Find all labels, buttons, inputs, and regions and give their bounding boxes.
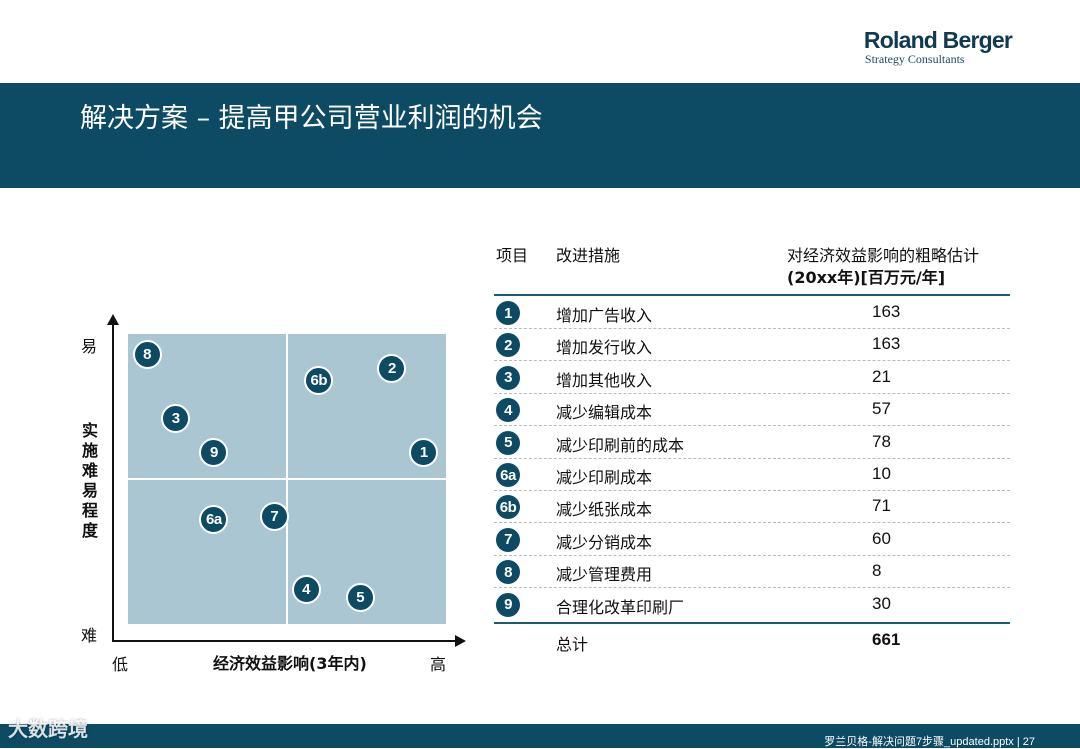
row-value: 10: [872, 464, 891, 483]
row-measure: 合理化改革印刷厂: [556, 597, 685, 617]
row-number-badge: 7: [496, 527, 520, 552]
row-value: 163: [872, 302, 901, 321]
table-row: 2 增加发行收入 163: [494, 329, 1010, 362]
row-number-badge: 6a: [496, 463, 520, 487]
table-header-impact-line2: (20xx年)[百万元/年]: [787, 268, 946, 287]
roland-berger-logo: Roland Berger Strategy Consultants: [863, 27, 1013, 66]
y-axis-title-char: 难: [81, 461, 98, 480]
x-axis-arrow: [455, 635, 466, 647]
y-axis-title-char: 度: [81, 521, 98, 540]
matrix-point-8: 8: [132, 339, 162, 369]
row-measure: 增加广告收入: [556, 306, 653, 325]
y-axis-title-char: 施: [81, 441, 98, 460]
table-row: 4 减少编辑成本 57: [494, 394, 1010, 427]
row-measure: 增加其他收入: [556, 370, 653, 390]
table-header-measure: 改进措施: [556, 246, 621, 265]
row-value: 21: [872, 366, 891, 386]
table-row: 8 减少管理费用 8: [494, 556, 1010, 589]
y-axis-low-label: 难: [81, 626, 98, 645]
y-axis-line: [112, 324, 114, 642]
row-number-badge: 2: [496, 333, 520, 358]
table-row: 3 增加其他收入 21: [494, 362, 1010, 394]
row-number-badge: 1: [496, 301, 520, 325]
matrix-point-7: 7: [259, 502, 289, 532]
logo-tagline: Strategy Consultants: [864, 52, 965, 66]
total-label: 总计: [556, 635, 589, 654]
watermark: 大数跨境: [8, 717, 88, 741]
row-measure: 减少印刷成本: [556, 468, 653, 487]
row-value: 163: [872, 334, 901, 354]
footer-band: [0, 724, 1080, 748]
row-measure: 减少分销成本: [556, 532, 653, 552]
table-row: 7 减少分销成本 60: [494, 524, 1010, 556]
matrix-point-9: 9: [199, 438, 229, 468]
row-measure: 减少纸张成本: [556, 500, 653, 520]
table-top-rule: [494, 294, 1010, 296]
matrix-point-6b: 6b: [304, 365, 334, 395]
table-header-impact-line1: 对经济效益影响的粗略估计: [787, 246, 980, 265]
slide-title: 解决方案 – 提高甲公司营业利润的机会: [80, 103, 543, 134]
x-axis-low-label: 低: [112, 655, 129, 674]
table-row: 1 增加广告收入 163: [494, 297, 1010, 329]
table-header-impact: 对经济效益影响的粗略估计 (20xx年)[百万元/年]: [787, 245, 979, 289]
row-measure: 减少编辑成本: [556, 403, 653, 423]
row-measure: 减少印刷前的成本: [556, 435, 685, 455]
table-row: 6b 减少纸张成本 71: [494, 491, 1010, 524]
quadrant-bottom-left: [128, 480, 286, 624]
row-value: 30: [872, 593, 891, 613]
table-bottom-rule: [494, 622, 1010, 624]
row-number-badge: 3: [496, 365, 520, 390]
row-number-badge: 6b: [496, 495, 520, 520]
y-axis-title-char: 实: [81, 421, 98, 440]
table-row: 6a 减少印刷成本 10: [494, 459, 1010, 491]
row-number-badge: 4: [496, 398, 520, 423]
matrix-point-5: 5: [345, 583, 375, 613]
logo-name: Roland Berger: [863, 27, 1013, 53]
table-row: 5 减少印刷前的成本 78: [494, 427, 1010, 459]
matrix-point-4: 4: [291, 574, 321, 604]
table-header-item: 项目: [496, 246, 529, 265]
footer-text: 罗兰贝格-解决问题7步骤_updated.pptx | 27: [824, 736, 1035, 748]
matrix-point-3: 3: [161, 403, 191, 433]
y-axis-title-char: 易: [81, 481, 98, 500]
row-measure: 减少管理费用: [556, 565, 653, 585]
y-axis-title: 实 施 难 易 程 度: [80, 421, 100, 541]
matrix-point-2: 2: [377, 354, 407, 384]
row-value: 60: [872, 528, 891, 548]
y-axis-title-char: 程: [81, 501, 98, 520]
y-axis-arrow: [107, 314, 119, 325]
row-measure: 增加发行收入: [556, 338, 653, 358]
matrix-point-1: 1: [409, 438, 439, 468]
row-value: 71: [872, 496, 891, 516]
row-value: 78: [872, 431, 891, 451]
x-axis-high-label: 高: [430, 655, 447, 674]
row-number-badge: 5: [496, 430, 520, 455]
x-axis-title: 经济效益影响(3年内): [213, 654, 367, 673]
table-row: 9 合理化改革印刷厂 30: [494, 589, 1010, 621]
matrix-point-6a: 6a: [199, 505, 229, 535]
row-number-badge: 8: [496, 560, 520, 585]
title-band: [0, 83, 1080, 188]
row-number-badge: 9: [496, 592, 520, 617]
y-axis-high-label: 易: [81, 337, 98, 356]
total-value: 661: [872, 630, 901, 649]
row-value: 8: [872, 561, 882, 581]
row-value: 57: [872, 399, 891, 419]
x-axis-line: [112, 640, 456, 642]
